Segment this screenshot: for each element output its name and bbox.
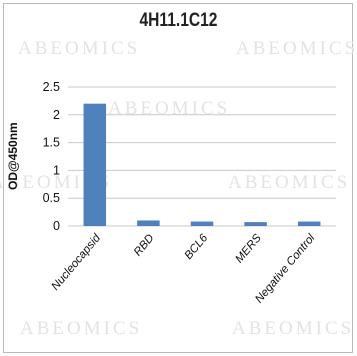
bar xyxy=(137,220,160,226)
x-tick-label: Negative Control xyxy=(253,232,318,306)
watermark: ABEOMICS xyxy=(228,172,351,193)
y-tick-label: 2.5 xyxy=(43,80,60,94)
y-tick-label: 2 xyxy=(53,108,60,122)
x-tick-label: MERS xyxy=(233,232,264,265)
x-tick-label: BCL6 xyxy=(183,232,211,262)
y-tick-label: 1 xyxy=(53,163,60,177)
watermark: ABEOMICS xyxy=(0,172,113,193)
chart-frame xyxy=(3,3,353,353)
watermark: ABEOMICS xyxy=(18,38,141,59)
bar xyxy=(297,221,321,226)
bar xyxy=(190,221,214,226)
y-tick-label: 0.5 xyxy=(43,191,60,205)
x-tick-label: RBD xyxy=(132,232,157,258)
x-tick-label: Nucleocapsid xyxy=(50,232,104,293)
bar xyxy=(83,103,107,226)
y-tick-label: 0 xyxy=(53,219,60,233)
watermark: ABEOMICS xyxy=(20,318,143,339)
watermark: ABEOMICS xyxy=(232,318,355,339)
y-tick-label: 1.5 xyxy=(43,136,60,150)
chart-title: 4H11.1C12 xyxy=(139,10,218,31)
bar xyxy=(244,222,267,226)
watermark: ABEOMICS xyxy=(236,38,357,59)
watermark: ABEOMICS xyxy=(108,98,231,119)
